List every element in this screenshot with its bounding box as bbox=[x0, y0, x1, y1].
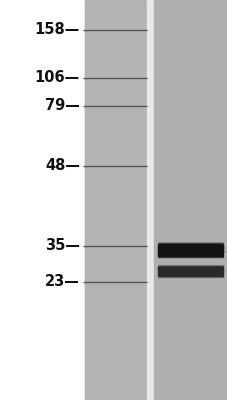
Bar bbox=[146, 0, 153, 400]
Text: 48—: 48— bbox=[45, 158, 79, 174]
Text: 106—: 106— bbox=[35, 70, 79, 86]
Bar bbox=[158, 244, 222, 245]
Bar bbox=[158, 256, 222, 257]
Text: 23—: 23— bbox=[45, 274, 79, 290]
Bar bbox=[158, 249, 222, 250]
Bar bbox=[158, 243, 222, 244]
Bar bbox=[85, 0, 227, 400]
Bar bbox=[158, 253, 222, 254]
Bar bbox=[158, 250, 222, 251]
Bar bbox=[158, 254, 222, 255]
Bar bbox=[158, 250, 222, 251]
Bar bbox=[158, 254, 222, 255]
Bar bbox=[158, 242, 222, 243]
Bar bbox=[158, 243, 222, 244]
Bar bbox=[158, 255, 222, 256]
Text: 158—: 158— bbox=[35, 22, 79, 38]
Bar bbox=[158, 252, 222, 253]
Bar bbox=[158, 251, 222, 252]
Bar bbox=[85, 0, 146, 400]
Bar bbox=[158, 247, 222, 248]
Bar bbox=[158, 253, 222, 254]
Text: 35—: 35— bbox=[45, 238, 79, 254]
Bar bbox=[158, 246, 222, 247]
Bar bbox=[158, 257, 222, 258]
Bar bbox=[158, 244, 222, 245]
Bar bbox=[158, 257, 222, 258]
Bar bbox=[153, 0, 227, 400]
Text: 79—: 79— bbox=[45, 98, 79, 114]
Bar bbox=[158, 245, 222, 246]
Bar bbox=[158, 247, 222, 248]
Bar bbox=[158, 248, 222, 249]
